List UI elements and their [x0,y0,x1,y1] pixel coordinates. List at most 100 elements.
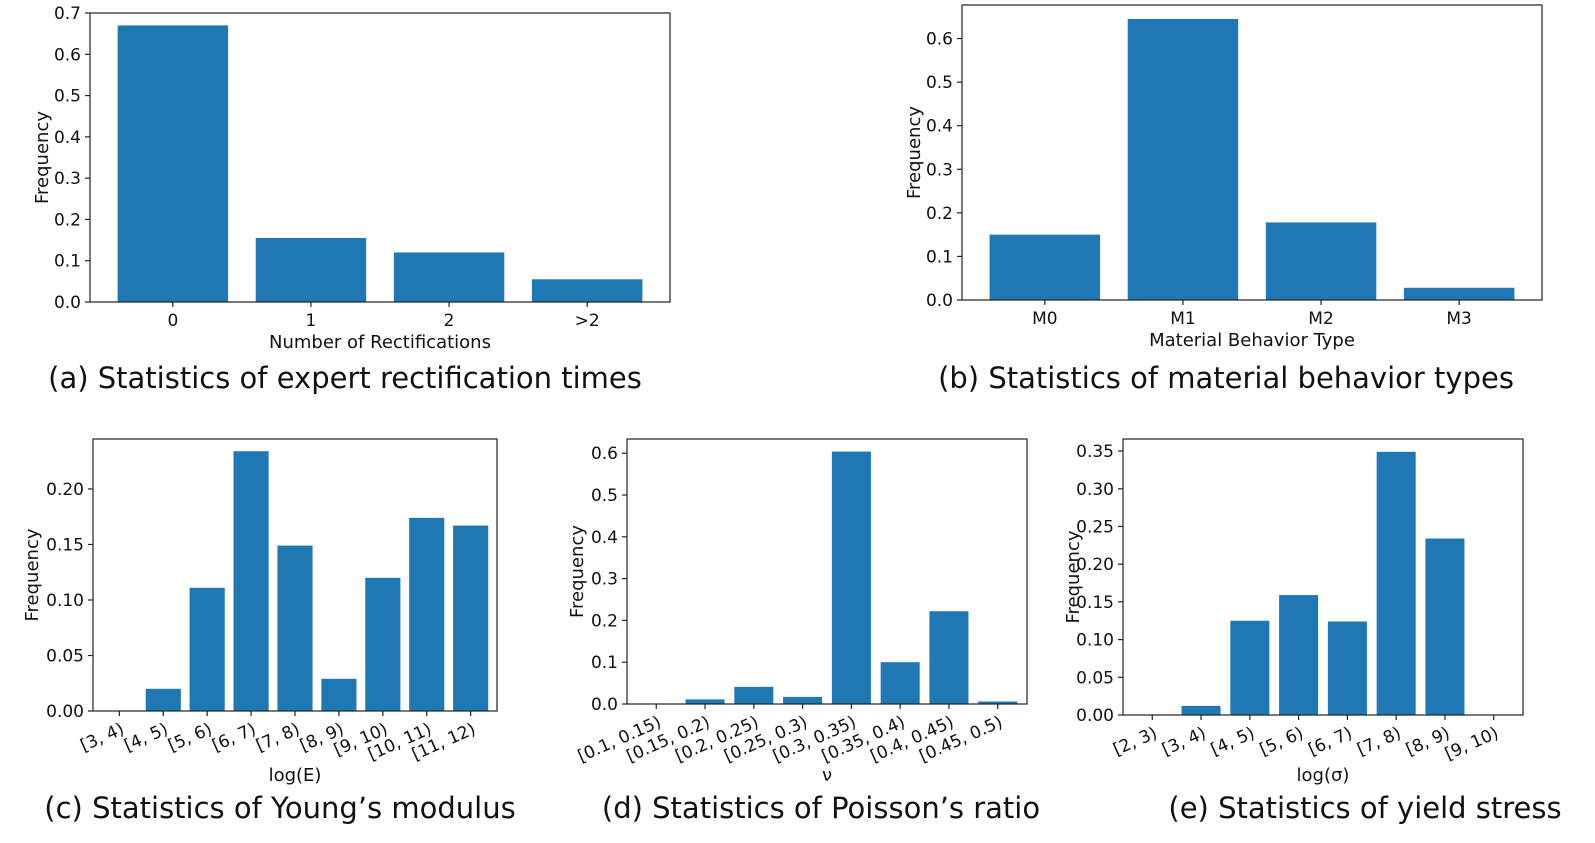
x-axis-label-a: Number of Rectifications [269,332,491,353]
bar-d-1 [685,699,725,704]
ytick-label-d-2: 0.2 [591,611,618,631]
bar-c-4 [277,545,313,711]
y-axis-label-d: Frequency [567,525,588,618]
xtick-label-e-0: [2, 3) [1110,723,1160,760]
ytick-label-e-3: 0.15 [1076,593,1114,613]
x-axis-label-c: log(E) [269,765,322,786]
bar-d-5 [880,662,920,704]
bar-c-7 [409,517,445,711]
xtick-label-c-4: [7, 8) [253,719,303,756]
caption-c: (c) Statistics of Young’s modulus [44,791,515,825]
ytick-label-a-0: 0.0 [54,293,81,313]
bar-b-2 [1265,222,1377,300]
plot-frame-d [626,438,1028,705]
bar-c-1 [145,688,181,711]
xtick-label-e-3: [5, 6) [1257,723,1307,760]
ytick-label-d-1: 0.1 [591,653,618,673]
bar-b-0 [989,234,1101,300]
xtick-label-e-2: [4, 5) [1208,723,1258,760]
bar-c-3 [233,451,269,711]
ytick-label-e-2: 0.10 [1076,631,1114,651]
bar-d-7 [978,701,1018,704]
ytick-label-e-4: 0.20 [1076,555,1114,575]
ytick-label-b-1: 0.1 [926,247,953,267]
ytick-label-a-5: 0.5 [54,87,81,107]
bar-d-2 [734,686,774,704]
xtick-label-e-5: [7, 8) [1354,723,1404,760]
xtick-label-a-3: >2 [575,311,600,331]
x-axis-label-e: log(σ) [1297,765,1350,786]
xtick-label-c-3: [6, 7) [209,719,259,756]
ytick-label-a-4: 0.4 [54,128,81,148]
bar-a-1 [255,238,367,302]
ytick-label-d-3: 0.3 [591,570,618,590]
x-axis-label-d: ν [822,765,832,786]
bar-e-3 [1279,595,1319,715]
bar-e-5 [1376,451,1416,715]
y-axis-label-c: Frequency [22,528,43,621]
caption-a: (a) Statistics of expert rectification t… [48,361,642,395]
bar-e-4 [1327,621,1367,715]
bar-b-3 [1403,287,1515,300]
ytick-label-c-3: 0.15 [46,535,84,555]
xtick-label-c-2: [5, 6) [165,719,215,756]
xtick-label-e-7: [9, 10) [1442,723,1502,764]
xtick-label-c-1: [4, 5) [121,719,171,756]
xtick-label-b-1: M1 [1170,309,1195,329]
ytick-label-b-0: 0.0 [926,291,953,311]
ytick-label-b-6: 0.6 [926,30,953,50]
ytick-label-d-4: 0.4 [591,528,618,548]
xtick-label-a-1: 1 [306,311,317,331]
xtick-label-b-3: M3 [1446,309,1471,329]
ytick-label-b-5: 0.5 [926,73,953,93]
ytick-label-e-7: 0.35 [1076,442,1114,462]
xtick-label-e-1: [3, 4) [1159,723,1209,760]
x-axis-label-b: Material Behavior Type [1149,330,1355,351]
xtick-label-a-2: 2 [444,311,455,331]
ytick-label-c-2: 0.10 [46,591,84,611]
plot-frame-b [961,4,1543,301]
bar-c-5 [321,678,357,711]
ytick-label-a-7: 0.7 [54,4,81,24]
chart-expert-rectifications: 0.0 0.1 0.2 0.3 0.4 0.5 0.6 0.7 0 1 2 >2 Number of R… [32,4,671,395]
chart-material-behavior-types: 0.0 0.1 0.2 0.3 0.4 0.5 0.6 M0 M1 M2 M3 Material Be… [904,4,1543,395]
ytick-label-b-2: 0.2 [926,204,953,224]
bar-e-2 [1230,620,1270,715]
ytick-label-c-4: 0.20 [46,480,84,500]
ytick-label-b-3: 0.3 [926,160,953,180]
bar-d-4 [831,451,871,704]
xtick-label-b-0: M0 [1032,309,1057,329]
plot-frame-a [89,12,671,303]
xtick-label-e-4: [6, 7) [1306,723,1356,760]
bar-c-2 [189,587,225,711]
xtick-label-a-0: 0 [167,311,178,331]
ytick-label-e-5: 0.25 [1076,517,1114,537]
bar-e-6 [1425,538,1465,715]
ytick-label-a-2: 0.2 [54,210,81,230]
bar-b-1 [1127,18,1239,300]
bar-e-1 [1181,705,1221,715]
y-axis-label-e: Frequency [1063,530,1084,623]
ytick-label-a-1: 0.1 [54,252,81,272]
bar-d-6 [929,611,969,704]
bar-a-0 [117,25,229,302]
bar-c-8 [453,525,489,711]
bar-a-2 [393,252,505,302]
caption-d: (d) Statistics of Poisson’s ratio [602,791,1040,825]
caption-e: (e) Statistics of yield stress [1168,791,1561,825]
plot-frame-e [1122,438,1524,716]
chart-youngs-modulus: 0.00 0.05 0.10 0.15 0.20 [3, 4)[4, 5)[5, 6)[6… [22,438,516,825]
ytick-label-b-4: 0.4 [926,117,953,137]
ytick-label-e-6: 0.30 [1076,480,1114,500]
xtick-label-b-2: M2 [1308,309,1333,329]
caption-b: (b) Statistics of material behavior type… [938,361,1514,395]
ytick-label-d-6: 0.6 [591,444,618,464]
ytick-label-e-1: 0.05 [1076,668,1114,688]
ytick-label-d-5: 0.5 [591,486,618,506]
ytick-label-a-3: 0.3 [54,169,81,189]
bar-a-3 [531,279,643,302]
y-axis-label-b: Frequency [904,106,925,199]
y-axis-label-a: Frequency [32,111,53,204]
chart-yield-stress: 0.00 0.05 0.10 0.15 0.20 0.25 0.30 0.35 [2, 3)[3… [1063,438,1562,825]
